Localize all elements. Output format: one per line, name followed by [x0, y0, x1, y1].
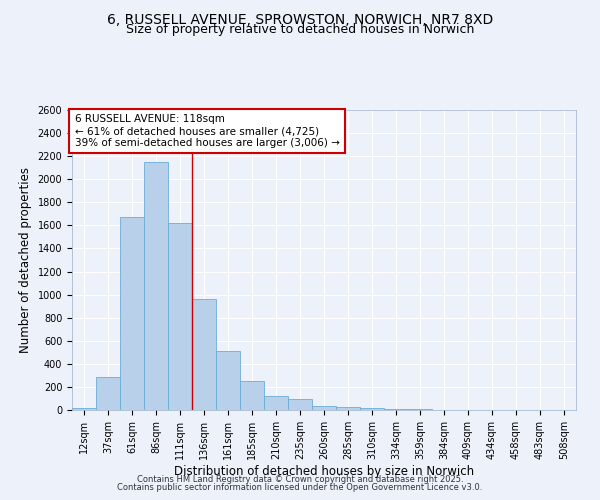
Bar — [120, 218, 144, 410]
Bar — [192, 299, 216, 410]
Text: Contains HM Land Registry data © Crown copyright and database right 2025.: Contains HM Land Registry data © Crown c… — [137, 475, 463, 484]
Bar — [384, 409, 408, 410]
Bar — [240, 381, 264, 410]
Bar — [264, 396, 288, 410]
Bar — [144, 162, 168, 410]
Bar — [72, 408, 96, 410]
Bar — [312, 406, 336, 410]
Text: Contains public sector information licensed under the Open Government Licence v3: Contains public sector information licen… — [118, 484, 482, 492]
Bar — [168, 223, 192, 410]
Bar — [216, 351, 240, 410]
Text: 6, RUSSELL AVENUE, SPROWSTON, NORWICH, NR7 8XD: 6, RUSSELL AVENUE, SPROWSTON, NORWICH, N… — [107, 12, 493, 26]
Bar — [336, 406, 360, 410]
Text: 6 RUSSELL AVENUE: 118sqm
← 61% of detached houses are smaller (4,725)
39% of sem: 6 RUSSELL AVENUE: 118sqm ← 61% of detach… — [74, 114, 340, 148]
Text: Size of property relative to detached houses in Norwich: Size of property relative to detached ho… — [126, 22, 474, 36]
Bar — [360, 408, 384, 410]
X-axis label: Distribution of detached houses by size in Norwich: Distribution of detached houses by size … — [174, 464, 474, 477]
Y-axis label: Number of detached properties: Number of detached properties — [19, 167, 32, 353]
Bar — [288, 399, 312, 410]
Bar — [96, 376, 120, 410]
